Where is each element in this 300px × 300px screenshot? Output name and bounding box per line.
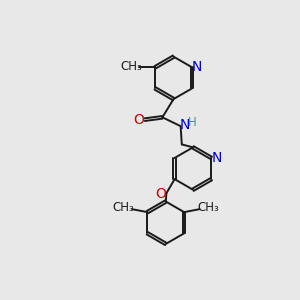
Text: O: O <box>155 188 166 202</box>
Text: O: O <box>134 113 144 127</box>
Text: CH₃: CH₃ <box>197 201 219 214</box>
Text: N: N <box>212 151 222 165</box>
Text: CH₃: CH₃ <box>112 201 134 214</box>
Text: N: N <box>192 60 202 74</box>
Text: N: N <box>180 118 190 132</box>
Text: H: H <box>188 116 196 128</box>
Text: CH₃: CH₃ <box>120 60 142 73</box>
